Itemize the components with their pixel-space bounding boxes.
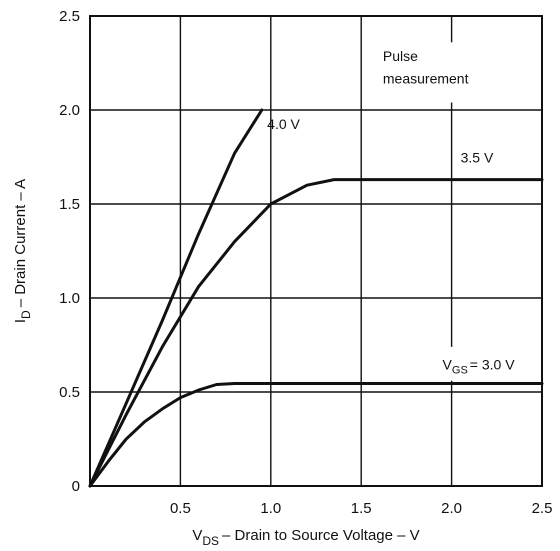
x-title-v: V [192,527,202,544]
series-label-3v-background [433,346,533,381]
x-tick-label: 2.5 [532,500,553,517]
series-layer [88,108,544,488]
x-tick-label: 2.0 [441,500,462,517]
x-axis-title: VDS – Drain to Source Voltage – V [192,527,419,548]
annotation-box [368,42,533,103]
x-tick-label: 1.0 [260,500,281,517]
x-tick-label: 0.5 [170,500,191,517]
annotation-line-2: measurement [383,71,469,87]
series-line-3v [88,382,544,488]
y-tick-label: 2.5 [59,8,80,25]
series-line-4v [88,108,264,488]
series-label-vgs-3v: VGS = 3.0 V [443,356,516,376]
y-title-subscript: D [19,310,33,319]
y-tick-label: 2.0 [59,102,80,119]
y-tick-label: 0.5 [59,384,80,401]
tick-labels: 0.5 1.0 1.5 2.0 2.5 0 0.5 1.0 1.5 2.0 2.5 [59,8,552,517]
y-title-i: I [12,319,29,323]
series-line-3v5 [88,178,544,488]
series-label-4v: 4.0 V [267,116,300,132]
y-tick-label: 0 [72,478,80,495]
y-axis-title: ID – Drain Current – A [12,179,33,323]
series-label-3v5: 3.5 V [461,150,494,166]
x-title-subscript: DS [202,534,219,548]
y-tick-label: 1.0 [59,290,80,307]
x-title-rest: – Drain to Source Voltage – V [222,527,420,544]
x-tick-label: 1.5 [351,500,372,517]
vgs-v: V [443,356,453,372]
plot-frame [89,15,543,487]
annotation-line-1: Pulse [383,48,418,64]
y-title-rest: – Drain Current – A [12,179,29,307]
vgs-subscript: GS [452,364,468,376]
y-tick-label: 1.5 [59,196,80,213]
vgs-rest: = 3.0 V [470,356,515,372]
